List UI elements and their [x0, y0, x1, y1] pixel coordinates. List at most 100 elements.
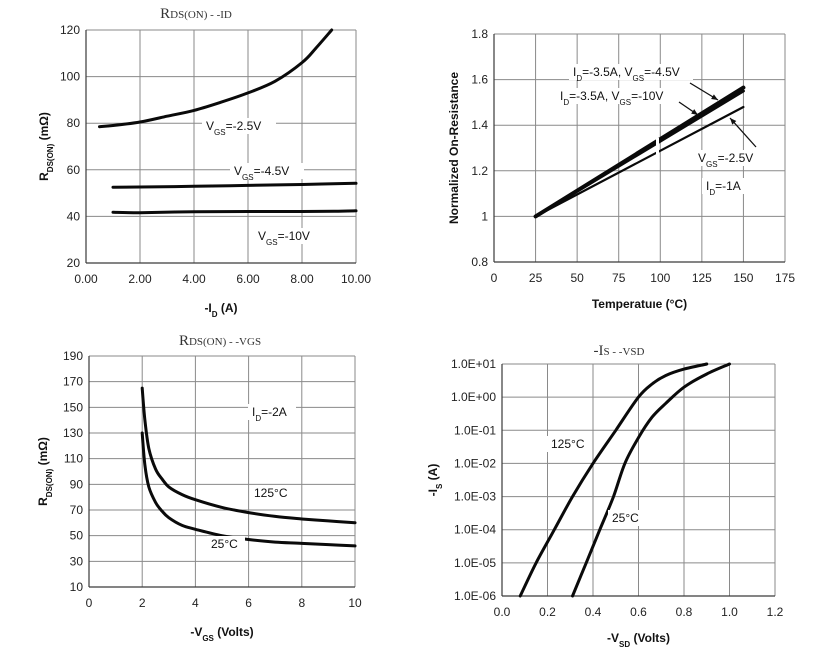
label-text: =-3.5A, V — [582, 65, 632, 79]
y-tick-label: 40 — [67, 209, 81, 223]
x-axis-label: -ID (A) — [204, 301, 237, 319]
y-axis-label: RDS(ON) (mΩ) — [36, 437, 54, 506]
y-tick-label: 130 — [63, 426, 83, 440]
label-subscript: GS — [266, 238, 278, 247]
y-tick-label: 1.2 — [471, 164, 488, 178]
y-tick-label: 80 — [67, 116, 81, 130]
y-axis-label: RDS(ON) (mΩ) — [37, 112, 55, 181]
x-tick-label: 25 — [529, 271, 543, 285]
label-text: -I — [204, 301, 211, 315]
label-subscript: D — [255, 414, 261, 423]
x-tick-label: 0.4 — [585, 605, 602, 619]
arrow-pointer-2-5v — [729, 117, 757, 148]
label-subscript: D — [576, 74, 582, 83]
label-background — [207, 536, 245, 552]
y-tick-label: 90 — [70, 477, 84, 491]
x-tick-label: 0.00 — [74, 272, 98, 286]
x-tick-label: 10 — [348, 596, 362, 610]
label-text: =-2A — [261, 405, 287, 419]
label-text: V — [206, 119, 214, 133]
x-tick-label: 4.00 — [182, 272, 206, 286]
series-label-125c: 125°C — [551, 437, 585, 451]
label-subscript: DS(ON) — [46, 143, 55, 172]
label-subscript: GS — [242, 173, 254, 182]
x-tick-label: 75 — [612, 271, 626, 285]
y-tick-label: 190 — [63, 349, 83, 363]
annotation-id-2a: ID=-2A — [252, 405, 287, 423]
title-part: DS — [170, 9, 184, 21]
label-subscript: GS — [214, 128, 226, 137]
chart-title: RDS(ON) - -ID — [160, 6, 232, 22]
x-axis-label: -VSD (Volts) — [607, 631, 670, 648]
label-text: -I — [426, 489, 440, 496]
label-text: =-10V — [278, 229, 310, 243]
x-tick-label: 2.00 — [128, 272, 152, 286]
label-background — [694, 150, 756, 166]
y-axis-label: Normalized On-Resistance — [447, 72, 461, 224]
x-tick-label: 8 — [298, 596, 305, 610]
x-tick-label: 1.2 — [767, 605, 784, 619]
x-tick-label: 0.0 — [494, 605, 511, 619]
label-text: 125°C — [254, 486, 288, 500]
x-axis-label: Temperatuıe (°C) — [592, 297, 687, 311]
y-tick-label: 150 — [63, 400, 83, 414]
label-subscript: D — [563, 98, 569, 107]
label-text: I — [252, 405, 255, 419]
series-label-id-3-5a-vgs-10v: ID=-3.5A, VGS=-10V — [560, 89, 663, 107]
x-tick-label: 1.0 — [721, 605, 738, 619]
label-text: =-4.5V — [644, 65, 680, 79]
label-text: (Volts) — [214, 625, 254, 639]
chart-rds_vs_id: 0.00 2.00 4.00 6.00 8.00 10.00 20 40 60 80 100 120 -… — [37, 6, 371, 319]
title-part: R — [179, 333, 189, 349]
label-text: 25°C — [612, 511, 639, 525]
label-text: V — [698, 151, 706, 165]
label-text: (mΩ) — [36, 437, 50, 469]
y-tick-label: 1.6 — [471, 73, 488, 87]
title-part: SD — [630, 346, 644, 358]
label-text: -V — [607, 631, 619, 645]
series-label-id-1a: ID=-1A — [706, 179, 741, 197]
x-tick-label: 0.6 — [630, 605, 647, 619]
label-background — [254, 228, 322, 244]
label-text: =-2.5V — [718, 151, 754, 165]
y-tick-label: 110 — [64, 452, 83, 466]
label-text: (mΩ) — [37, 112, 51, 144]
label-text: Normalized On-Resistance — [447, 72, 461, 224]
y-axis-label: -IS (A) — [426, 464, 444, 497]
series-line-vgs-2-5v-id-1a — [534, 105, 745, 218]
label-subscript: DS(ON) — [45, 468, 54, 497]
label-text: I — [560, 89, 563, 103]
y-tick-label: 1.0E-06 — [454, 589, 496, 603]
series-label-125c: 125°C — [254, 486, 288, 500]
title-part: GS — [247, 336, 261, 348]
series-line-125-c — [140, 386, 357, 525]
y-tick-label: 1.0E+01 — [451, 357, 496, 371]
x-tick-label: 6 — [245, 596, 252, 610]
y-tick-label: 0.8 — [471, 255, 488, 269]
label-text: =-1A — [715, 179, 741, 193]
x-tick-label: 6.00 — [236, 272, 260, 286]
x-axis-label: -VGS (Volts) — [190, 625, 253, 643]
gridlines — [88, 355, 356, 588]
label-text: I — [573, 65, 576, 79]
label-text: V — [258, 229, 266, 243]
arrow-pointer-2-5v-head — [730, 118, 737, 125]
label-text: 25°C — [211, 537, 238, 551]
series-line-125-c — [518, 362, 709, 598]
label-subscript: S — [435, 483, 444, 489]
label-text: =-10V — [631, 89, 663, 103]
arrow-pointer-10v-head — [691, 109, 698, 115]
label-subscript: SD — [619, 640, 630, 648]
series-line-vgs-10v — [111, 209, 358, 215]
label-text: =-2.5V — [226, 119, 262, 133]
label-text: R — [37, 172, 51, 181]
line-gap — [656, 138, 659, 156]
x-tick-label: 125 — [692, 271, 712, 285]
y-tick-label: 1.0E-03 — [454, 490, 496, 504]
y-tick-label: 20 — [67, 256, 81, 270]
series-label-vgs-4-5v: VGS=-4.5V — [234, 164, 289, 182]
label-text: Temperatuıe (°C) — [592, 297, 687, 311]
x-tick-label: 0 — [86, 596, 93, 610]
